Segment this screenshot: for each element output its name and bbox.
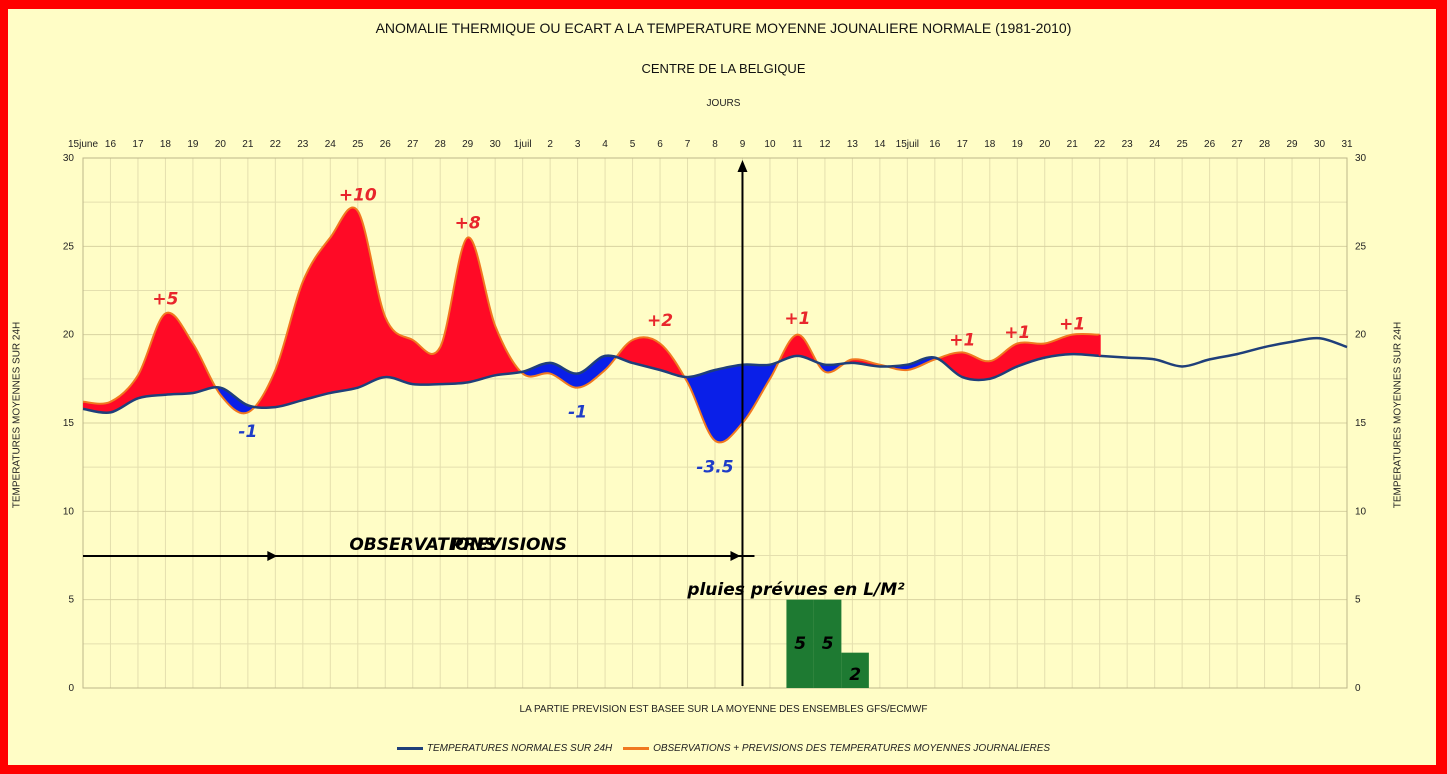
x-tick-label: 30 [1314, 139, 1326, 150]
x-tick-label: 5 [630, 139, 636, 150]
x-tick-label: 24 [325, 139, 337, 150]
x-tick-label: 1juil [514, 139, 532, 150]
rain-bar [813, 599, 842, 688]
legend-label-normal: TEMPERATURES NORMALES SUR 24H [426, 743, 613, 754]
x-tick-label: 28 [435, 139, 447, 150]
anomaly-annotation: +1 [1059, 314, 1085, 334]
rain-bar [841, 652, 869, 688]
x-tick-label: 17 [132, 139, 144, 150]
x-tick-label: 25 [352, 139, 364, 150]
chart-legend: TEMPERATURES NORMALES SUR 24H OBSERVATIO… [0, 742, 1447, 754]
rain-title: pluies prévues en L/M² [686, 580, 905, 600]
x-tick-label: 21 [1067, 139, 1079, 150]
x-axis-label: JOURS [706, 98, 741, 109]
y-tick-label-left: 10 [63, 506, 75, 517]
x-tick-label: 7 [685, 139, 691, 150]
anomaly-area-above [83, 207, 1100, 413]
x-tick-label: 27 [1232, 139, 1244, 150]
legend-swatch-normal [396, 747, 423, 750]
x-tick-label: 18 [984, 139, 996, 150]
x-tick-label: 11 [792, 139, 803, 150]
x-tick-label: 29 [1286, 139, 1298, 150]
y-tick-label-left: 25 [63, 241, 75, 252]
series-line-normal [82, 336, 1348, 415]
anomaly-annotation: +1 [1004, 323, 1030, 343]
x-tick-label: 12 [819, 139, 831, 150]
y-tick-label-right: 15 [1355, 418, 1367, 429]
y-tick-label-right: 5 [1355, 595, 1361, 606]
anomaly-annotation: -1 [238, 422, 257, 442]
x-tick-label: 8 [712, 139, 718, 150]
x-tick-label: 20 [215, 139, 227, 150]
x-tick-label: 21 [242, 139, 254, 150]
x-tick-label: 6 [657, 139, 663, 150]
y-tick-label-right: 10 [1355, 506, 1367, 517]
x-tick-label: 24 [1149, 139, 1161, 150]
anomaly-annotation: +8 [455, 214, 481, 234]
legend-item-observed: OBSERVATIONS + PREVISIONS DES TEMPERATUR… [623, 743, 1050, 754]
y-tick-label-right: 25 [1355, 241, 1367, 252]
x-tick-label: 15juil [896, 139, 919, 150]
anomaly-annotation: +1 [784, 309, 810, 329]
x-tick-label: 19 [187, 139, 199, 150]
rain-bar-label: 5 [794, 634, 806, 654]
anomaly-annotation: +10 [339, 185, 377, 205]
previsions-arrowhead [267, 551, 278, 561]
y-tick-label-right: 0 [1355, 683, 1361, 694]
x-tick-label: 16 [105, 139, 117, 150]
x-tick-label: 2 [547, 139, 553, 150]
x-tick-label: 26 [1204, 139, 1216, 150]
x-tick-label: 22 [270, 139, 282, 150]
rain-bar-label: 5 [822, 634, 834, 654]
anomaly-annotation: +1 [949, 330, 975, 350]
anomaly-annotation: +2 [647, 311, 673, 331]
x-tick-label: 3 [575, 139, 581, 150]
x-tick-label: 22 [1094, 139, 1106, 150]
x-tick-label: 17 [957, 139, 969, 150]
x-tick-label: 27 [407, 139, 419, 150]
rain-bar [786, 599, 814, 688]
x-tick-label: 28 [1259, 139, 1271, 150]
plot-area-border [82, 157, 1348, 689]
rain-bar-label: 2 [849, 665, 861, 685]
y-tick-label-left: 20 [63, 330, 75, 341]
y-tick-label-left: 30 [63, 153, 75, 164]
x-tick-label: 29 [462, 139, 474, 150]
observations-label: OBSERVATIONS [349, 535, 496, 555]
y-tick-label-left: 5 [68, 595, 74, 606]
chart-title: ANOMALIE THERMIQUE OU ECART A LA TEMPERA… [375, 20, 1072, 36]
x-tick-label: 14 [874, 139, 886, 150]
anomaly-annotation: -3.5 [696, 457, 733, 477]
legend-item-normal: TEMPERATURES NORMALES SUR 24H [396, 743, 613, 754]
chart-subtitle: CENTRE DE LA BELGIQUE [641, 61, 806, 76]
x-tick-label: 10 [764, 139, 776, 150]
x-tick-label: 30 [490, 139, 502, 150]
chart-footnote: LA PARTIE PREVISION EST BASEE SUR LA MOY… [519, 704, 928, 715]
x-tick-label: 4 [602, 139, 608, 150]
x-tick-label: 18 [160, 139, 172, 150]
x-tick-label: 25 [1177, 139, 1189, 150]
anomaly-annotation: -1 [568, 403, 587, 423]
x-tick-label: 9 [740, 139, 746, 150]
y-tick-label-left: 15 [63, 418, 75, 429]
forecast-divider-arrowhead [737, 160, 748, 172]
x-tick-label: 19 [1012, 139, 1024, 150]
anomaly-annotation: +5 [152, 290, 178, 310]
anomaly-area-below [83, 338, 1100, 443]
legend-label-observed: OBSERVATIONS + PREVISIONS DES TEMPERATUR… [653, 743, 1051, 754]
x-tick-label: 26 [380, 139, 392, 150]
x-tick-label: 15june [68, 139, 98, 150]
x-tick-label: 23 [297, 139, 309, 150]
y-tick-label-left: 0 [68, 683, 74, 694]
x-tick-label: 16 [929, 139, 941, 150]
y-tick-label-right: 20 [1355, 330, 1367, 341]
x-tick-label: 20 [1039, 139, 1051, 150]
x-tick-label: 31 [1341, 139, 1353, 150]
previsions-label: PREVISIONS [451, 535, 567, 555]
x-tick-label: 13 [847, 139, 859, 150]
legend-swatch-observed [623, 747, 650, 750]
y-tick-label-right: 30 [1355, 153, 1367, 164]
x-tick-label: 23 [1122, 139, 1134, 150]
